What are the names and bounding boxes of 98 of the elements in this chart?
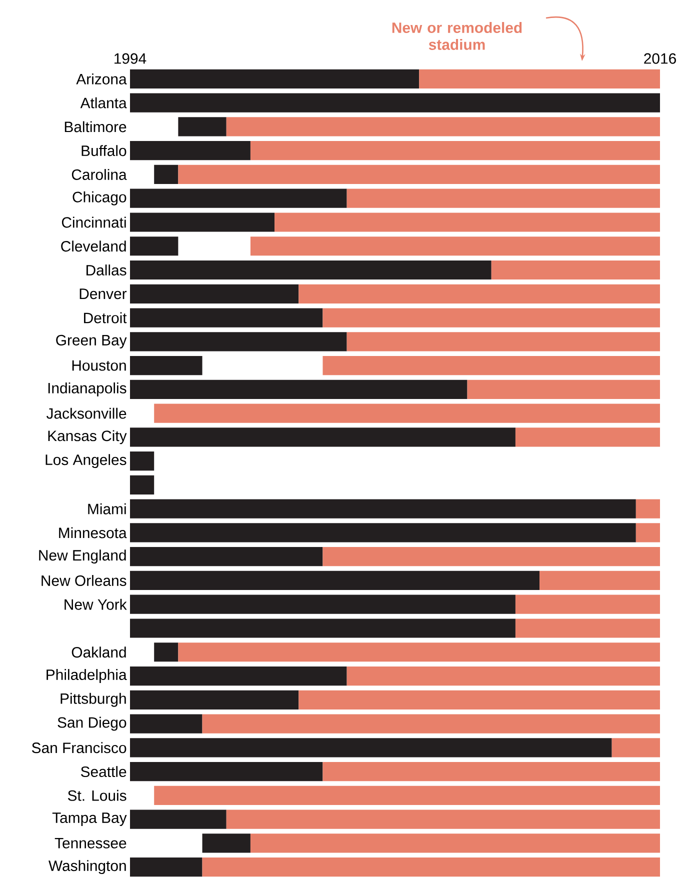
- bar: [250, 834, 660, 853]
- bar: [515, 594, 660, 614]
- bar: [636, 523, 660, 542]
- bar: [612, 738, 660, 758]
- y-tick-label: Washington: [48, 860, 126, 874]
- bar: [154, 164, 178, 184]
- bar: [491, 260, 660, 280]
- bar: [130, 499, 636, 518]
- bar: [130, 858, 202, 877]
- bar: [202, 858, 660, 877]
- y-tick-label: San Diego: [58, 716, 126, 731]
- bar: [274, 212, 660, 232]
- bar: [130, 618, 516, 638]
- bar: [130, 356, 202, 376]
- y-tick-label: Jacksonville: [46, 408, 126, 419]
- bar: [202, 714, 660, 734]
- bar: [130, 714, 202, 734]
- y-tick-label: Miami: [88, 503, 126, 514]
- bar: [130, 236, 178, 256]
- bar: [322, 547, 660, 566]
- bar: [322, 356, 660, 376]
- bar: [515, 618, 660, 638]
- bar: [130, 690, 299, 710]
- bar: [154, 404, 660, 423]
- y-tick-label: New Orleans: [42, 574, 126, 586]
- y-tick-label: Los Angeles: [46, 454, 126, 468]
- bar: [130, 570, 540, 590]
- y-tick-label: Baltimore: [64, 121, 126, 132]
- bar: [178, 164, 660, 184]
- bar: [130, 666, 347, 686]
- bar: [636, 499, 660, 518]
- y-tick-label: New England: [39, 550, 126, 564]
- bar: [130, 452, 154, 471]
- bar: [346, 188, 660, 208]
- bar: [226, 117, 660, 136]
- y-tick-label: Indianapolis: [48, 382, 126, 396]
- bar: [130, 428, 516, 447]
- bar: [202, 834, 250, 853]
- bar: [130, 93, 660, 112]
- bar: [298, 690, 660, 710]
- bar: [130, 810, 226, 829]
- bar: [130, 308, 323, 328]
- bar: [298, 284, 660, 304]
- y-tick-label: Detroit: [84, 312, 127, 324]
- y-tick-label: New York: [64, 598, 127, 610]
- y-tick-label: Cincinnati: [62, 216, 126, 228]
- y-tick-label: Kansas City: [48, 430, 127, 444]
- y-tick-label: Seattle: [80, 766, 126, 778]
- x-tick-label: 2016: [644, 53, 676, 64]
- bar: [154, 786, 660, 805]
- bar: [130, 475, 154, 494]
- y-tick-label: Houston: [72, 360, 126, 371]
- bar: [346, 332, 660, 352]
- bar: [130, 260, 492, 280]
- bar: [130, 141, 250, 160]
- y-tick-label: Tennessee: [54, 838, 126, 848]
- y-tick-label: Oakland: [72, 646, 126, 658]
- y-tick-label: Denver: [80, 288, 127, 300]
- y-tick-label: Carolina: [72, 168, 127, 180]
- bar: [130, 547, 323, 566]
- bar: [250, 141, 660, 160]
- bar: [130, 380, 468, 399]
- bar: [130, 762, 323, 782]
- bar: [130, 212, 275, 232]
- y-tick-label: Arizona: [76, 73, 127, 84]
- bar: [322, 762, 660, 782]
- y-tick-label: Chicago: [72, 191, 126, 206]
- y-tick-label: Philadelphia: [46, 669, 127, 683]
- bar: [346, 666, 660, 686]
- bar: [130, 188, 347, 208]
- bar: [130, 69, 420, 88]
- bar: [540, 570, 660, 590]
- y-tick-label: Cleveland: [61, 240, 126, 252]
- bar: [130, 738, 612, 758]
- y-tick-label: St. Louis: [68, 790, 126, 801]
- y-tick-label: Atlanta: [80, 97, 127, 108]
- y-tick-label: San Francisco: [32, 742, 126, 754]
- x-tick-label: 1994: [114, 53, 146, 64]
- bar: [322, 308, 660, 328]
- bar: [130, 332, 347, 352]
- y-tick-label: Green Bay: [56, 334, 127, 348]
- y-tick-label: Dallas: [86, 264, 126, 276]
- bar: [178, 642, 660, 662]
- bar: [178, 117, 226, 136]
- bar: [130, 594, 516, 614]
- text: New or remodeled stadium: [392, 22, 522, 50]
- bar: [250, 236, 660, 256]
- bar: [130, 284, 299, 304]
- bar: [130, 523, 636, 542]
- bar: [467, 380, 660, 399]
- y-tick-label: Tampa Bay: [52, 812, 127, 826]
- y-tick-label: Pittsburgh: [60, 692, 126, 707]
- bar: [226, 810, 660, 829]
- bar: [515, 428, 660, 447]
- bar: [154, 642, 178, 662]
- y-tick-label: Buffalo: [82, 145, 126, 156]
- bar: [419, 69, 660, 88]
- y-tick-label: Minnesota: [59, 527, 127, 538]
